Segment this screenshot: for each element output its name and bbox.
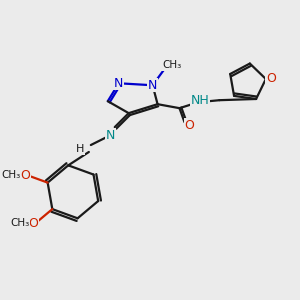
Text: N: N: [114, 77, 123, 90]
Text: NH: NH: [191, 94, 210, 107]
Text: O: O: [20, 169, 30, 182]
Text: CH₃: CH₃: [162, 60, 181, 70]
Text: CH₃: CH₃: [10, 218, 29, 228]
Text: O: O: [184, 118, 194, 132]
Text: N: N: [148, 79, 157, 92]
Text: O: O: [266, 73, 276, 85]
Text: H: H: [76, 144, 84, 154]
Text: N: N: [106, 129, 116, 142]
Text: CH₃: CH₃: [2, 170, 21, 180]
Text: O: O: [28, 217, 38, 230]
